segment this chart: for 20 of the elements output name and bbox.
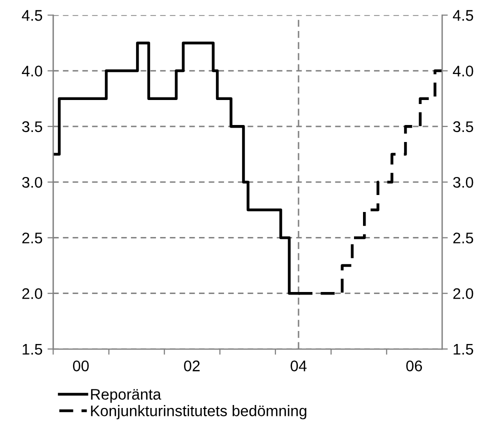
y-tick-label: 3.5: [22, 121, 42, 132]
y-tick-label: 2.0: [22, 288, 42, 300]
x-tick-label: 00: [72, 360, 89, 372]
y2-tick-label: 2.5: [453, 232, 474, 244]
legend-label: Reporänta: [91, 389, 162, 403]
y2-tick-label: 1.5: [454, 344, 474, 355]
y2-tick-label: 4.5: [452, 10, 474, 21]
x-tick-label: 02: [184, 360, 200, 372]
x-tick-label: 06: [406, 360, 422, 372]
y2-tick-label: 3.5: [453, 121, 474, 132]
y-tick-label: 3.0: [22, 176, 42, 188]
x-tick-label: 04: [290, 360, 307, 372]
y-tick-label: 1.5: [22, 344, 42, 355]
y2-tick-label: 3.0: [453, 176, 474, 188]
y-tick-label: 4.5: [22, 10, 42, 21]
y-tick-label: 2.5: [22, 232, 42, 244]
legend-label: Konjunkturinstitutets bedömning: [91, 405, 306, 420]
y-tick-label: 4.0: [22, 66, 42, 76]
y2-tick-label: 4.0: [452, 66, 474, 76]
y2-tick-label: 2.0: [453, 288, 474, 300]
